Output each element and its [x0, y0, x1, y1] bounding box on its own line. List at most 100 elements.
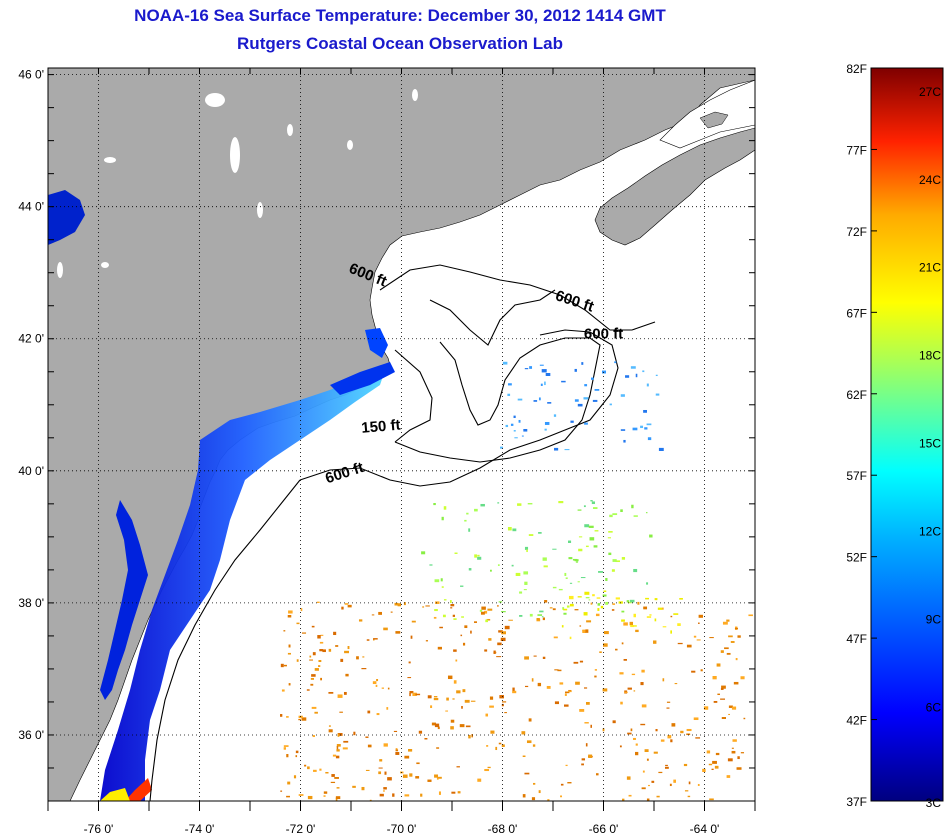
sst-pixel — [630, 624, 635, 628]
sst-pixel — [404, 755, 410, 759]
sst-pixel — [531, 797, 536, 801]
sst-pixel — [697, 783, 700, 786]
sst-pixel — [286, 754, 289, 758]
sst-pixel — [288, 683, 291, 686]
sst-pixel — [484, 649, 488, 652]
sst-pixel — [708, 763, 713, 766]
sst-pixel — [344, 603, 349, 605]
sst-pixel — [546, 685, 551, 689]
sst-pixel — [322, 649, 326, 653]
sst-pixel — [594, 675, 597, 678]
sst-pixel — [342, 747, 348, 750]
sst-pixel — [311, 706, 317, 709]
sst-pixel — [686, 733, 691, 736]
sst-pixel — [372, 681, 377, 685]
sst-pixel — [493, 650, 496, 654]
sst-pixel — [343, 691, 347, 695]
sst-pixel — [646, 758, 649, 761]
axis-ticks — [47, 68, 756, 811]
sst-pixel — [409, 773, 413, 777]
sst-pixel — [507, 393, 511, 396]
sst-pixel — [328, 691, 334, 694]
sst-pixel — [731, 747, 734, 749]
sst-pixel — [331, 774, 335, 777]
sst-pixel — [665, 764, 668, 767]
sst-pixel — [609, 514, 613, 518]
sst-pixel — [603, 631, 609, 635]
sst-pixel — [697, 622, 700, 624]
sst-pixel — [605, 601, 609, 605]
sst-pixel — [358, 619, 363, 622]
sst-pixel — [589, 537, 595, 541]
sst-pixel — [698, 614, 703, 618]
sst-pixel — [313, 769, 317, 772]
sst-pixel — [314, 711, 318, 714]
sst-pixel — [612, 603, 616, 605]
sst-pixel — [501, 631, 506, 635]
sst-pixel — [433, 503, 436, 506]
sst-pixel — [730, 641, 735, 643]
sst-pixel — [633, 690, 636, 692]
sst-pixel — [337, 733, 343, 736]
sst-pixel — [307, 795, 313, 800]
sst-pixel — [335, 796, 341, 800]
sst-pixel — [334, 777, 339, 779]
sst-pixel — [577, 596, 582, 598]
sst-pixel — [524, 656, 529, 660]
sst-pixel — [717, 693, 720, 696]
sst-pixel — [337, 733, 340, 737]
sst-pixel — [404, 794, 410, 797]
sst-pixel — [468, 734, 471, 739]
sst-pixel — [565, 764, 568, 767]
sst-pixel — [731, 706, 737, 710]
sst-pixel — [646, 798, 650, 801]
sst-pixel — [635, 373, 638, 378]
sst-pixel — [620, 429, 626, 431]
sst-pixel — [387, 687, 390, 690]
sst-pixel — [724, 647, 729, 650]
colorbar-c-label: 24C — [919, 173, 941, 187]
sst-pixel — [336, 745, 339, 750]
sst-pixel — [552, 548, 557, 550]
sst-pixel — [510, 423, 514, 426]
sst-pixel — [736, 767, 742, 770]
sst-pixel — [376, 679, 379, 682]
sst-pixel — [637, 601, 640, 605]
sst-pixel — [596, 597, 601, 599]
sst-pixel — [651, 780, 655, 783]
sst-pixel — [688, 781, 691, 785]
sst-pixel — [653, 640, 657, 644]
sst-pixel — [280, 790, 283, 792]
sst-pixel — [560, 783, 564, 786]
sst-pixel — [498, 601, 503, 603]
sst-pixel — [727, 758, 733, 762]
sst-pixel — [528, 718, 532, 722]
sst-pixel — [533, 400, 538, 402]
sst-pixel — [537, 614, 543, 616]
sst-pixel — [435, 601, 440, 604]
sst-pixel — [459, 724, 465, 728]
sst-pixel — [353, 731, 356, 736]
sst-pixel — [453, 649, 457, 652]
sst-pixel — [379, 793, 384, 797]
sst-pixel — [425, 605, 430, 607]
colorbar-fahrenheit-labels: 82F 77F 72F 67F 62F 57F 52F 47F 42F 37F — [846, 62, 867, 809]
sst-pixel — [502, 361, 508, 365]
sst-pixel — [623, 658, 627, 661]
sst-pixel — [649, 534, 653, 538]
sst-pixel — [456, 766, 460, 768]
sst-pixel — [722, 621, 728, 625]
sst-pixel — [283, 630, 286, 632]
sst-pixel — [643, 409, 647, 413]
sst-pixel — [561, 380, 566, 383]
sst-pixel — [620, 509, 623, 513]
sst-pixel — [609, 403, 612, 406]
sst-pixel — [311, 625, 315, 628]
sst-pixel — [628, 794, 632, 797]
sst-pixel — [577, 403, 583, 407]
sst-pixel — [464, 519, 467, 522]
sst-pixel — [586, 620, 592, 623]
sst-pixel — [716, 663, 721, 667]
sst-pixel — [309, 655, 312, 658]
sst-pixel — [629, 621, 634, 626]
